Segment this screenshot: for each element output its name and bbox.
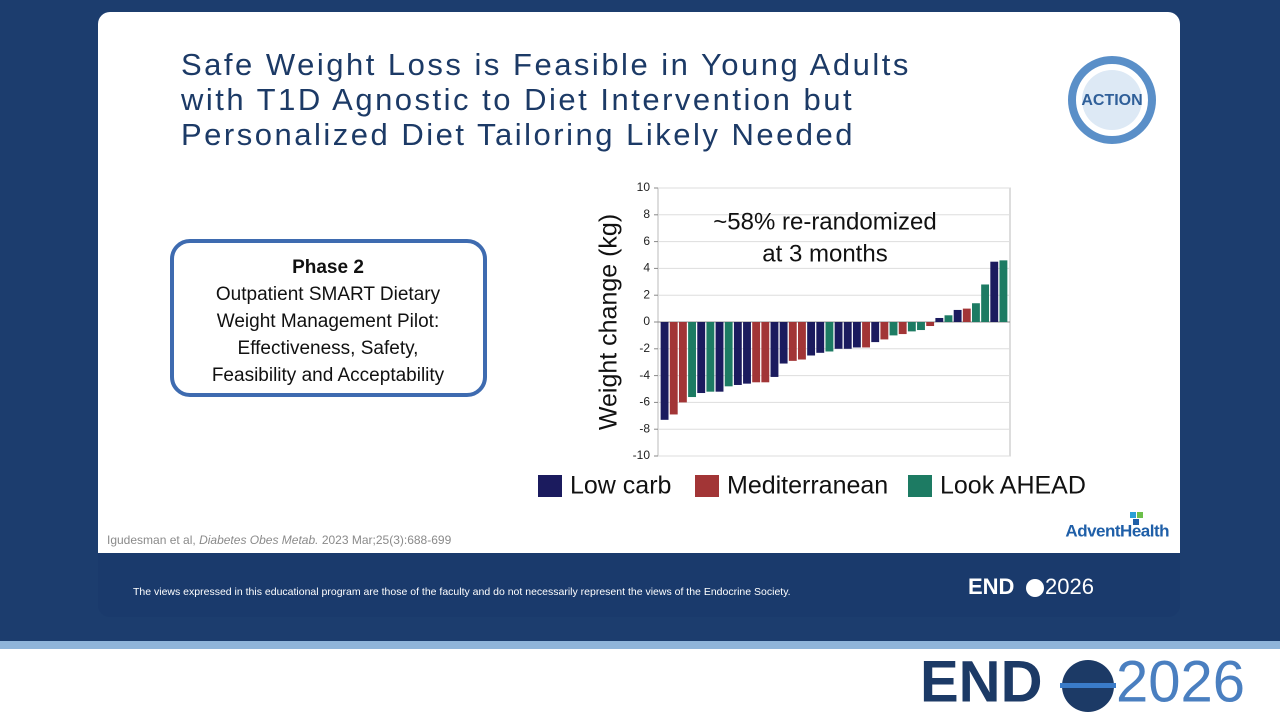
bar: [944, 315, 953, 322]
phase-line: Outpatient SMART Dietary: [216, 284, 441, 305]
bar: [999, 260, 1008, 322]
annotation: ~58% re-randomized: [713, 208, 936, 235]
sponsor-icon: [1130, 512, 1136, 518]
legend-label: Look AHEAD: [940, 472, 1086, 500]
bar: [917, 322, 925, 331]
citation-authors: Igudesman et al,: [107, 533, 196, 547]
bar: [862, 322, 870, 348]
badge: ACTION: [1081, 92, 1142, 109]
bar: [706, 322, 715, 392]
legend-swatch: [908, 475, 932, 497]
legend-label: Low carb: [570, 472, 671, 500]
bar: [752, 322, 761, 383]
y-tick-label: -2: [639, 341, 650, 355]
bar: [807, 322, 816, 356]
y-tick-label: -8: [639, 421, 650, 435]
bar: [852, 322, 861, 348]
bar: [724, 322, 733, 387]
bar: [761, 322, 770, 383]
bar: [926, 322, 935, 327]
bar: [907, 322, 916, 332]
title-line: Personalized Diet Tailoring Likely Neede…: [181, 117, 855, 152]
logo-right: 2026: [1116, 649, 1245, 714]
bar: [779, 322, 788, 364]
bar: [733, 322, 742, 385]
bar: [871, 322, 880, 343]
y-axis-label: Weight change (kg): [595, 214, 623, 430]
bar: [678, 322, 687, 403]
bar: [825, 322, 834, 352]
bar: [788, 322, 797, 361]
y-tick-label: -6: [639, 395, 650, 409]
bar: [880, 322, 889, 340]
bar: [972, 303, 980, 322]
bar: [843, 322, 852, 349]
bar: [688, 322, 696, 398]
phase-heading: Phase 2: [292, 257, 364, 278]
legend-label: Mediterranean: [727, 472, 888, 500]
y-tick-label: -10: [633, 448, 651, 462]
y-tick-label: 10: [637, 180, 651, 194]
bar: [953, 309, 962, 322]
bar: [770, 322, 779, 377]
annotation: at 3 months: [762, 240, 887, 267]
legend-swatch: [538, 475, 562, 497]
big-logo: END 2026: [920, 649, 1245, 714]
sponsor-icon: [1133, 519, 1139, 525]
logo-left: END: [968, 574, 1014, 599]
bar: [889, 322, 898, 336]
y-tick-label: 6: [643, 234, 650, 248]
title-line: Safe Weight Loss is Feasible in Young Ad…: [181, 47, 911, 82]
bar: [669, 322, 678, 415]
bar: [715, 322, 724, 392]
phase-line: Effectiveness, Safety,: [238, 338, 419, 359]
phase-box: [170, 239, 487, 397]
badge-core: [1082, 70, 1142, 130]
bar: [898, 322, 907, 335]
citation-journal: Diabetes Obes Metab.: [199, 533, 318, 547]
badge-ring: [1068, 56, 1156, 144]
footer-logo: END 2026: [968, 574, 1094, 599]
title: Safe Weight Loss is Feasible in Young Ad…: [180, 47, 911, 152]
bar: [990, 261, 999, 322]
phase-text: Phase 2 Outpatient SMART Dietary Weight …: [212, 257, 445, 386]
logo-left: END: [920, 649, 1042, 714]
bar: [834, 322, 843, 349]
y-tick-label: -4: [639, 368, 650, 382]
citation: Igudesman et al, Diabetes Obes Metab. 20…: [107, 533, 452, 547]
bar: [798, 322, 806, 360]
bar: [981, 284, 990, 322]
phase-line: Weight Management Pilot:: [217, 311, 440, 332]
logo-globe: [1026, 579, 1044, 597]
bar: [816, 322, 825, 353]
bar: [962, 308, 971, 322]
sponsor: AdventHealth: [1065, 521, 1169, 540]
logo-right: 2026: [1045, 574, 1094, 599]
bar: [743, 322, 751, 384]
bar: [935, 317, 944, 322]
y-tick-label: 2: [643, 287, 650, 301]
citation-details: 2023 Mar;25(3):688-699: [322, 533, 452, 547]
stripe: [0, 641, 1280, 649]
phase-line: Feasibility and Acceptability: [212, 365, 445, 386]
y-tick-label: 8: [643, 207, 650, 221]
logo-globe-band: [1060, 683, 1116, 688]
title-line: with T1D Agnostic to Diet Intervention b…: [180, 82, 854, 117]
y-tick-label: 0: [643, 314, 650, 328]
bar: [660, 322, 669, 420]
sponsor-icon: [1137, 512, 1143, 518]
legend-swatch: [695, 475, 719, 497]
y-tick-label: 4: [643, 261, 650, 275]
bar: [697, 322, 706, 394]
disclaimer: The views expressed in this educational …: [133, 586, 791, 598]
